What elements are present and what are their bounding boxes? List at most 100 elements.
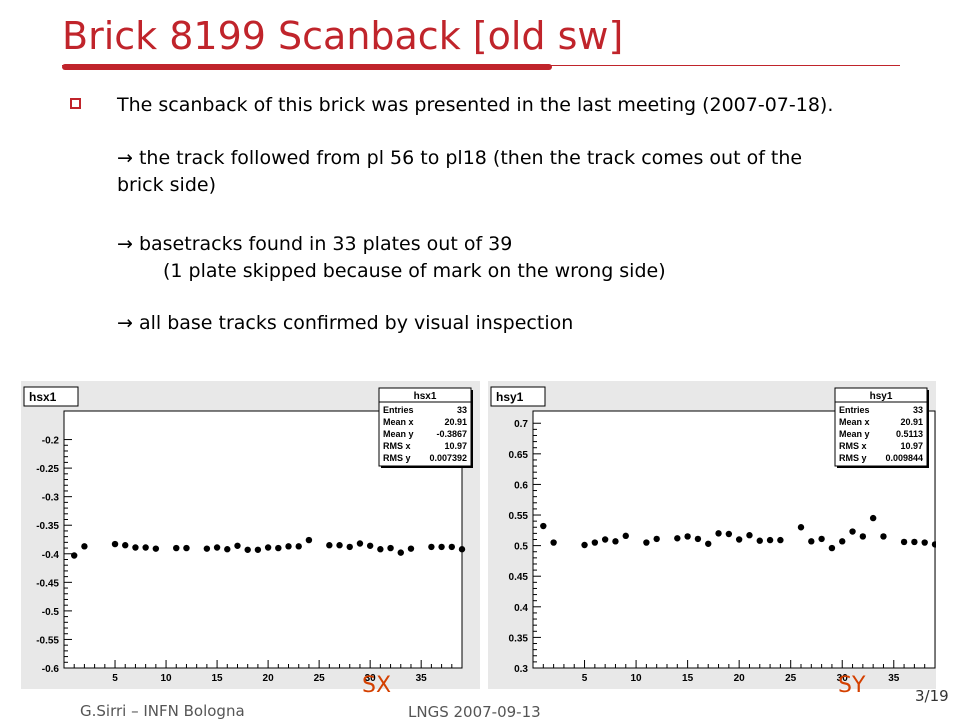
data-point — [244, 546, 251, 553]
data-point — [224, 546, 231, 553]
data-point — [818, 535, 825, 543]
data-point — [213, 544, 221, 551]
data-point — [921, 539, 928, 546]
stats-label: Entries — [383, 405, 414, 415]
y-tick-label: 0.35 — [509, 633, 529, 644]
data-point — [305, 536, 313, 544]
footer-date: LNGS 2007-09-13 — [408, 703, 541, 721]
data-point — [387, 544, 394, 552]
bullet-square-icon — [70, 98, 81, 109]
data-point — [356, 540, 364, 547]
y-tick-label: 0.55 — [509, 511, 529, 522]
stats-box-title: hsy1 — [870, 391, 893, 402]
data-point — [797, 524, 805, 531]
data-point — [859, 533, 867, 540]
data-point — [397, 549, 404, 556]
data-point — [540, 522, 547, 530]
data-point — [725, 530, 733, 538]
x-tick-label: 20 — [734, 673, 746, 684]
arrow1-line2: brick side) — [117, 174, 216, 196]
y-tick-label: -0.2 — [42, 436, 60, 447]
data-point — [735, 536, 743, 543]
y-tick-label: 0.5 — [514, 542, 528, 553]
stats-label: RMS x — [839, 441, 867, 451]
data-point — [81, 543, 88, 550]
plot-panel-sy: hsy1 0.3 0.35 0.4 0.45 0.5 0.55 0.6 0.65 0.7 5 10 15… — [488, 381, 939, 689]
stats-box — [378, 387, 472, 467]
data-point — [684, 533, 691, 540]
data-point — [839, 538, 846, 545]
stats-label: Mean y — [383, 429, 414, 439]
histogram-title-box — [23, 386, 79, 407]
arrow2-line1: → basetracks found in 33 plates out of 3… — [117, 233, 513, 255]
data-point — [326, 542, 333, 549]
data-point — [601, 536, 609, 543]
stats-value: 0.007392 — [429, 453, 467, 463]
data-point — [336, 542, 343, 549]
data-point — [377, 546, 384, 553]
stats-label: Mean x — [839, 417, 870, 427]
y-tick-label: 0.6 — [514, 480, 528, 491]
page-number: 3/19 — [915, 687, 949, 705]
data-point — [622, 532, 629, 540]
stats-label: RMS y — [839, 453, 867, 463]
data-point — [911, 538, 918, 546]
title-underline-thick — [62, 64, 552, 70]
data-point — [111, 540, 119, 548]
data-point — [234, 542, 241, 549]
x-tick-label: 25 — [785, 673, 797, 684]
arrow2-line2: (1 plate skipped because of mark on the … — [163, 260, 666, 282]
data-point — [705, 540, 712, 547]
y-tick-label: 0.7 — [514, 419, 528, 430]
stats-value: 10.97 — [444, 441, 467, 451]
data-point — [438, 543, 445, 551]
x-tick-label: 35 — [416, 673, 428, 684]
data-point — [849, 528, 856, 535]
data-point — [407, 545, 415, 552]
data-point — [295, 543, 302, 550]
data-point — [653, 535, 660, 543]
y-tick-label: -0.45 — [36, 578, 59, 589]
data-point — [275, 544, 282, 552]
data-point — [715, 530, 722, 537]
x-tick-label: 15 — [682, 673, 694, 684]
x-tick-label: 10 — [631, 673, 643, 684]
histogram-title: hsy1 — [496, 390, 524, 404]
data-point — [458, 546, 466, 553]
y-tick-label: 0.65 — [509, 450, 529, 461]
histogram-title: hsx1 — [29, 390, 57, 404]
stats-value: 0.009844 — [885, 453, 923, 463]
data-point — [448, 543, 455, 551]
stats-label: Mean y — [839, 429, 870, 439]
x-tick-label: 30 — [365, 673, 377, 684]
stats-label: RMS x — [383, 441, 411, 451]
data-point — [612, 538, 619, 545]
data-point — [869, 514, 877, 522]
data-point — [254, 546, 262, 553]
data-point — [694, 535, 702, 543]
data-point — [285, 543, 292, 550]
data-point — [366, 542, 374, 549]
data-point — [581, 541, 588, 549]
data-point — [766, 536, 774, 544]
data-point — [183, 544, 190, 552]
stats-value: 20.91 — [444, 417, 467, 427]
data-point — [777, 536, 784, 544]
stats-value: -0.3867 — [436, 429, 467, 439]
data-point — [173, 544, 180, 552]
x-tick-label: 35 — [888, 673, 900, 684]
y-tick-label: -0.25 — [36, 464, 59, 475]
arrow1-line1: → the track followed from pl 56 to pl18 … — [117, 147, 803, 169]
x-tick-label: 15 — [212, 673, 224, 684]
y-tick-label: 0.3 — [514, 664, 528, 675]
data-point — [746, 532, 753, 539]
x-tick-label: 30 — [837, 673, 849, 684]
stats-label: RMS y — [383, 453, 411, 463]
x-tick-label: 25 — [314, 673, 326, 684]
data-point — [756, 537, 763, 544]
footer-author: G.Sirri – INFN Bologna — [80, 702, 245, 720]
data-point — [152, 545, 160, 552]
bullet-main-text: The scanback of this brick was presented… — [117, 94, 834, 116]
slide-title: Brick 8199 Scanback [old sw] — [62, 14, 624, 58]
data-point — [122, 542, 129, 549]
